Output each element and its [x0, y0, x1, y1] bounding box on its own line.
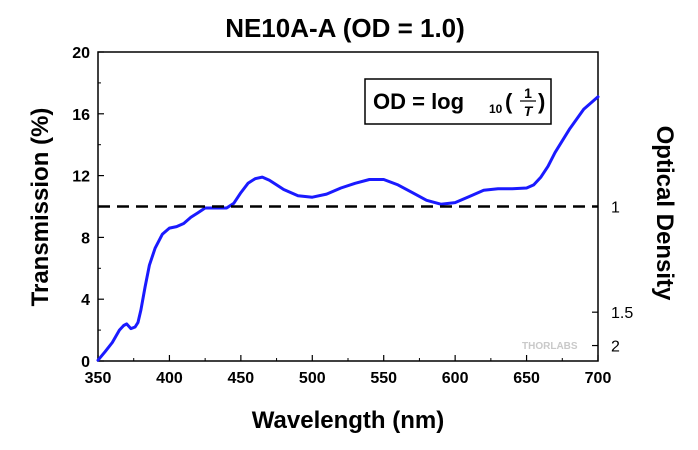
y-tick-label: 8	[81, 230, 90, 247]
formula-denominator: T	[524, 103, 534, 119]
y2-axis-ticks: 11.52	[592, 200, 633, 356]
transmission-line	[96, 95, 600, 362]
series-layer	[96, 95, 600, 362]
formula-main: OD = log	[373, 89, 464, 114]
y-tick-label: 20	[72, 45, 90, 62]
x-tick-label: 350	[85, 370, 112, 387]
y-tick-label: 0	[81, 354, 90, 371]
formula-numerator: 1	[524, 85, 532, 101]
y-tick-label: 16	[72, 107, 90, 124]
x-tick-label: 700	[585, 370, 612, 387]
thorlabs-watermark: THORLABS	[522, 341, 578, 352]
x-tick-label: 650	[513, 370, 540, 387]
formula-close-paren: )	[538, 89, 545, 114]
x-tick-label: 500	[299, 370, 326, 387]
y-axis-label: Transmission (%)	[27, 108, 54, 307]
formula-subscript: 10	[489, 102, 503, 116]
formula-open-paren: (	[505, 89, 513, 114]
x-axis-ticks: 350 400 450 500 550 600 650 700	[85, 355, 612, 387]
x-tick-label: 600	[442, 370, 469, 387]
x-tick-label: 450	[228, 370, 255, 387]
y2-tick-label: 1.5	[611, 305, 633, 322]
x-tick-label: 400	[156, 370, 183, 387]
od-formula-annotation: OD = log 10 ( 1 T )	[364, 78, 552, 125]
y-tick-label: 4	[81, 292, 90, 309]
y2-axis-label: Optical Density	[651, 126, 678, 301]
y2-tick-label: 1	[611, 200, 620, 217]
chart-title: NE10A-A (OD = 1.0)	[225, 13, 465, 43]
y2-tick-label: 2	[611, 339, 620, 356]
x-axis-label: Wavelength (nm)	[252, 407, 444, 434]
y-tick-label: 12	[72, 169, 90, 186]
x-tick-label: 550	[370, 370, 397, 387]
y-axis-ticks: 0 4 8 12 16 20	[72, 45, 104, 371]
